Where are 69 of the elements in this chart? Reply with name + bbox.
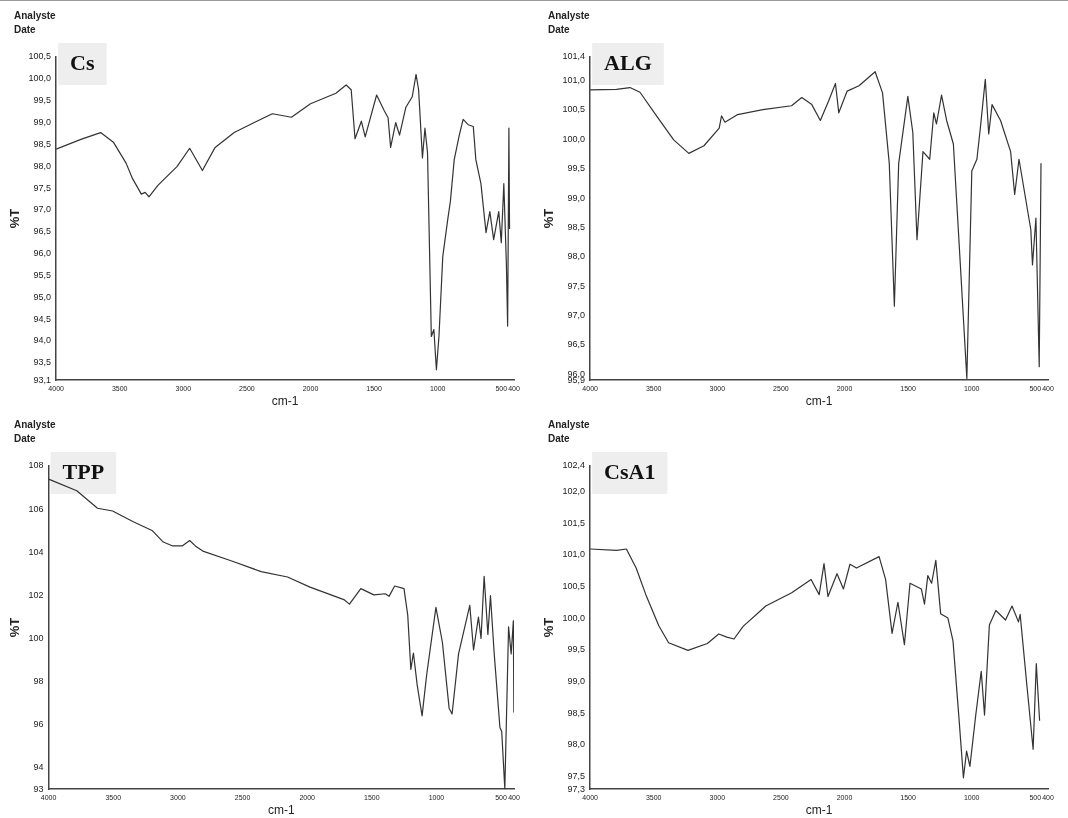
y-tick-label: 101,0 (562, 549, 586, 560)
y-tick-label: 96,0 (33, 248, 52, 259)
y-tick-label: 98,0 (33, 160, 52, 171)
y-tick-label: 102,4 (562, 460, 586, 471)
y-tick-label: 100,5 (562, 104, 586, 115)
y-tick-label: 98,5 (33, 138, 52, 149)
y-tick-label: 98,5 (567, 221, 586, 232)
y-tick-label: 99,0 (567, 192, 586, 203)
y-tick-label: 99,0 (567, 675, 586, 686)
y-tick-label: 101,0 (562, 74, 586, 85)
y-tick-label: 95,5 (33, 269, 52, 280)
y-tick-label: 99,5 (567, 163, 586, 174)
chart-title: ALG (604, 49, 652, 75)
y-tick-label: 97,3 (567, 783, 586, 794)
y-tick-label: 97,0 (567, 310, 586, 321)
y-tick-label: 93,1 (33, 374, 52, 385)
y-tick-label: 98,0 (567, 739, 586, 750)
y-tick-label: 101,5 (562, 517, 586, 528)
x-axis-title: cm-1 (805, 394, 833, 409)
y-axis-title: %T (541, 208, 557, 229)
y-tick-label: 100,0 (28, 73, 52, 84)
y-tick-label: 108 (28, 460, 44, 471)
text: Date (14, 23, 36, 37)
y-tick-label: 98,0 (567, 251, 586, 262)
y-tick-label: 106 (28, 503, 44, 514)
text: Analyste (548, 418, 590, 432)
y-tick-label: 94,5 (33, 313, 52, 324)
x-axis-title: cm-1 (271, 394, 299, 409)
x-axis-title: cm-1 (267, 803, 295, 818)
y-tick-label: 97,5 (567, 280, 586, 291)
chart-title: CsA1 (604, 458, 656, 484)
y-tick-label: 97,5 (567, 771, 586, 782)
y-axis-title: %T (541, 617, 557, 638)
y-tick-label: 98 (33, 675, 44, 686)
chart-title: Cs (70, 49, 96, 75)
text: Date (548, 23, 570, 37)
y-tick-label: 100,0 (562, 612, 586, 623)
y-tick-label: 100 (28, 632, 44, 643)
y-tick-label: 101,4 (562, 51, 586, 62)
y-axis-title: %T (7, 617, 23, 638)
y-tick-label: 96,5 (33, 226, 52, 237)
y-tick-label: 98,5 (567, 707, 586, 718)
y-tick-label: 95,0 (33, 291, 52, 302)
y-tick-label: 97,5 (33, 182, 52, 193)
text: Analyste (14, 418, 56, 432)
y-tick-label: 97,0 (33, 204, 52, 215)
y-tick-label: 93,5 (33, 357, 52, 368)
y-tick-label: 93 (33, 783, 44, 794)
y-tick-label: 104 (28, 546, 44, 557)
y-tick-label: 99,0 (33, 117, 52, 127)
y-tick-label: 99,5 (33, 95, 52, 106)
text: Analyste (14, 9, 56, 23)
y-tick-label: 96,5 (567, 339, 586, 350)
y-axis-title: %T (7, 208, 23, 229)
text: Analyste (548, 9, 590, 23)
y-tick-label: 100,5 (562, 580, 586, 591)
y-tick-label: 96 (33, 719, 44, 730)
y-tick-label: 94,0 (33, 335, 52, 346)
y-tick-label: 102,0 (562, 485, 586, 496)
text: Date (14, 432, 36, 446)
y-tick-label: 102 (28, 589, 44, 600)
y-tick-label: 96,0 (567, 368, 586, 379)
y-tick-label: 99,5 (567, 644, 586, 655)
text: Date (548, 432, 570, 446)
y-tick-label: 94 (33, 762, 44, 773)
y-tick-label: 100,5 (28, 51, 52, 62)
x-axis-title: cm-1 (805, 803, 833, 818)
chart-title: TPP (62, 458, 105, 484)
y-tick-label: 100,0 (562, 133, 586, 144)
